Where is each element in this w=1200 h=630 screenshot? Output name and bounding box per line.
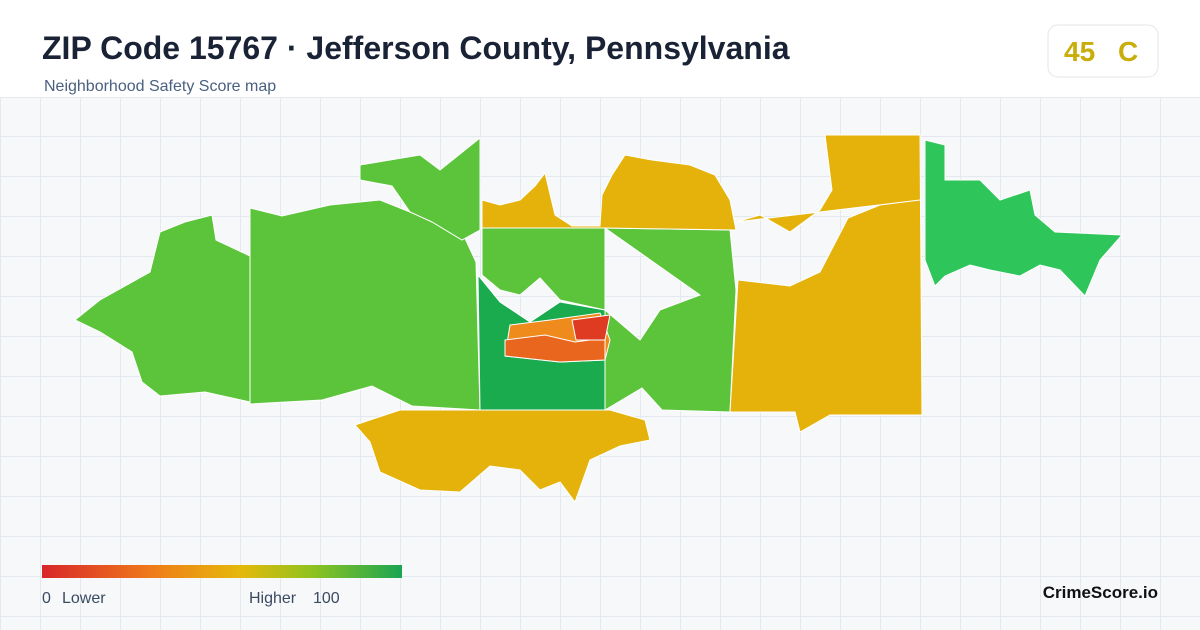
score-box [1047, 24, 1159, 78]
region [924, 139, 1124, 297]
map-regions [74, 134, 1124, 504]
header-band [0, 0, 1200, 98]
region [504, 334, 606, 363]
region [729, 134, 923, 433]
subtitle: Neighborhood Safety Score map [44, 78, 276, 95]
brand: CrimeScore.io [1043, 583, 1158, 602]
region [571, 314, 611, 341]
title: ZIP Code 15767 · Jefferson County, Penns… [42, 30, 790, 66]
legend-min: 0 [42, 590, 51, 607]
score-grade: C [1118, 36, 1138, 67]
region [354, 409, 651, 504]
legend-max-label: Higher [249, 590, 297, 607]
region [74, 214, 251, 403]
region [603, 227, 737, 413]
region [359, 136, 481, 241]
legend-min-label: Lower [62, 590, 106, 607]
score-value: 45 [1064, 36, 1095, 67]
legend-max: 100 [313, 590, 340, 607]
legend-gradient [42, 565, 402, 578]
region [481, 227, 606, 311]
region [249, 199, 481, 411]
region [481, 154, 737, 231]
